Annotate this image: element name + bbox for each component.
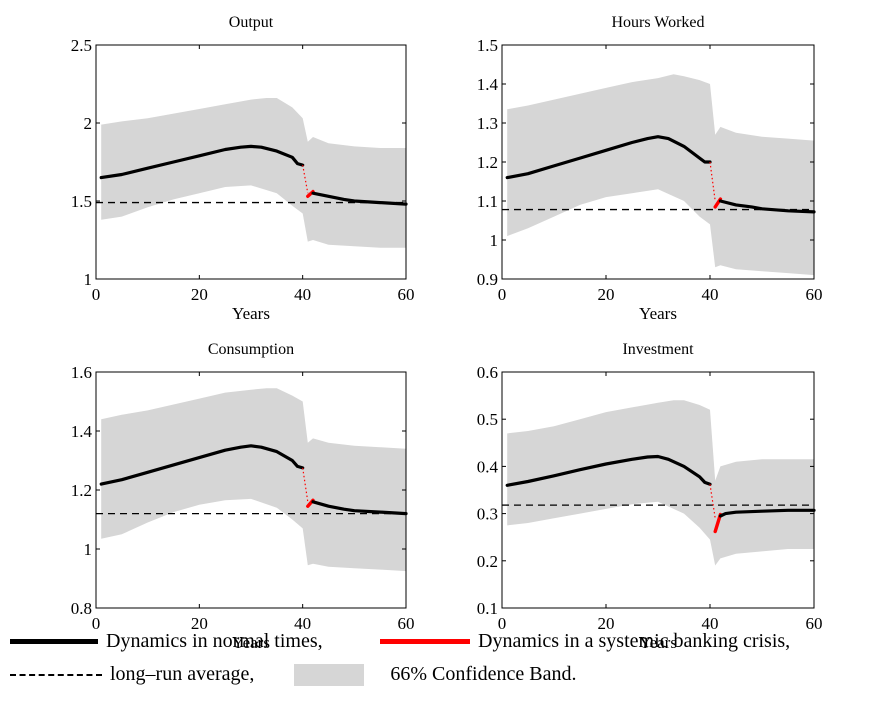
y-tick-label: 1.3 xyxy=(477,114,498,133)
y-tick-label: 1.4 xyxy=(477,75,499,94)
y-tick-label: 0.3 xyxy=(477,505,498,524)
legend-swatch-average xyxy=(10,673,102,676)
legend-item-average: long–run average, 66% Confidence Band. xyxy=(10,663,576,686)
normal-dynamics-line xyxy=(99,444,305,486)
axes-frame xyxy=(501,371,815,609)
y-tick-label: 1.6 xyxy=(71,363,92,382)
y-tick-label: 1.2 xyxy=(477,153,498,172)
y-tick-label: 1.1 xyxy=(477,192,498,211)
x-tick-label: 0 xyxy=(498,614,507,633)
y-tick-label: 0.6 xyxy=(477,363,498,382)
x-tick-label: 40 xyxy=(702,285,719,304)
y-tick-label: 0.5 xyxy=(477,410,498,429)
legend-label-crisis: Dynamics in a systemic banking crisis, xyxy=(478,630,791,652)
normal-dynamics-line xyxy=(505,135,712,180)
post-crisis-dynamics-line xyxy=(718,199,816,214)
y-tick-label: 0.4 xyxy=(477,457,499,476)
x-tick-label: 60 xyxy=(398,614,415,633)
x-tick-label: 0 xyxy=(92,285,101,304)
x-tick-label: 20 xyxy=(191,285,208,304)
crisis-transition-line xyxy=(302,467,309,502)
panel-title: Output xyxy=(229,14,274,31)
legend-label-band: 66% Confidence Band. xyxy=(390,663,577,685)
y-tick-label: 2 xyxy=(84,114,93,133)
y-tick-label: 1.5 xyxy=(71,192,92,211)
y-tick-label: 2.5 xyxy=(71,36,92,55)
y-tick-label: 1 xyxy=(84,270,93,289)
x-tick-label: 40 xyxy=(702,614,719,633)
y-tick-label: 1 xyxy=(84,540,93,559)
y-tick-label: 1 xyxy=(490,231,499,250)
y-tick-label: 0.8 xyxy=(71,599,92,618)
x-tick-label: 20 xyxy=(191,614,208,633)
y-tick-label: 1.2 xyxy=(71,481,92,500)
x-axis-label: Years xyxy=(232,304,270,323)
legend-swatch-normal xyxy=(10,639,98,644)
chart-panel-1: 0 20 40 60 1 1.5 2 2.5 Output Years xyxy=(71,14,415,323)
x-tick-label: 0 xyxy=(498,285,507,304)
confidence-band xyxy=(507,400,814,566)
confidence-band xyxy=(101,388,406,572)
x-tick-label: 20 xyxy=(598,285,615,304)
x-tick-label: 60 xyxy=(398,285,415,304)
x-axis-label: Years xyxy=(639,304,677,323)
x-tick-label: 40 xyxy=(294,614,311,633)
chart-panel-2: 0 20 40 60 0.9 1 1.1 1.2 1.3 1.4 1.5 Hours Worked Ye… xyxy=(477,14,823,323)
confidence-band xyxy=(507,74,814,276)
post-crisis-dynamics-line xyxy=(311,500,408,516)
axes-frame xyxy=(95,44,407,280)
confidence-band xyxy=(101,98,406,248)
x-axis-label: Years xyxy=(639,633,677,652)
x-tick-label: 20 xyxy=(598,614,615,633)
x-axis-label: Years xyxy=(232,633,270,652)
panel-title: Consumption xyxy=(208,341,294,358)
y-tick-label: 0.1 xyxy=(477,599,498,618)
normal-dynamics-line xyxy=(99,144,305,180)
post-crisis-dynamics-line xyxy=(311,191,408,206)
y-tick-label: 1.5 xyxy=(477,36,498,55)
crisis-transition-line xyxy=(709,161,716,202)
chart-panel-4: 0 20 40 60 0.1 0.2 0.3 0.4 0.5 0.6 Investment Years xyxy=(477,341,823,652)
panel-title: Hours Worked xyxy=(611,14,704,31)
chart-panel-3: 0 20 40 60 0.8 1 1.2 1.4 1.6 Consumption Years xyxy=(71,341,415,652)
legend-label-normal: Dynamics in normal times, xyxy=(106,630,323,652)
legend: Dynamics in normal times, Dynamics in a … xyxy=(0,630,889,710)
y-tick-label: 1.4 xyxy=(71,422,93,441)
x-tick-label: 40 xyxy=(294,285,311,304)
legend-swatch-band xyxy=(294,663,365,686)
legend-swatch-crisis xyxy=(380,639,470,644)
normal-dynamics-line xyxy=(505,454,712,487)
y-tick-label: 0.2 xyxy=(477,552,498,571)
legend-label-average: long–run average, xyxy=(110,663,255,685)
panel-title: Investment xyxy=(622,341,694,358)
y-tick-label: 0.9 xyxy=(477,270,498,289)
crisis-transition-line xyxy=(709,484,716,519)
x-tick-label: 60 xyxy=(806,285,823,304)
legend-item-normal: Dynamics in normal times, xyxy=(10,630,323,653)
x-tick-label: 60 xyxy=(806,614,823,633)
post-crisis-dynamics-line xyxy=(718,508,816,518)
crisis-transition-line xyxy=(302,164,309,194)
legend-item-crisis: Dynamics in a systemic banking crisis, xyxy=(380,630,790,653)
x-tick-label: 0 xyxy=(92,614,101,633)
